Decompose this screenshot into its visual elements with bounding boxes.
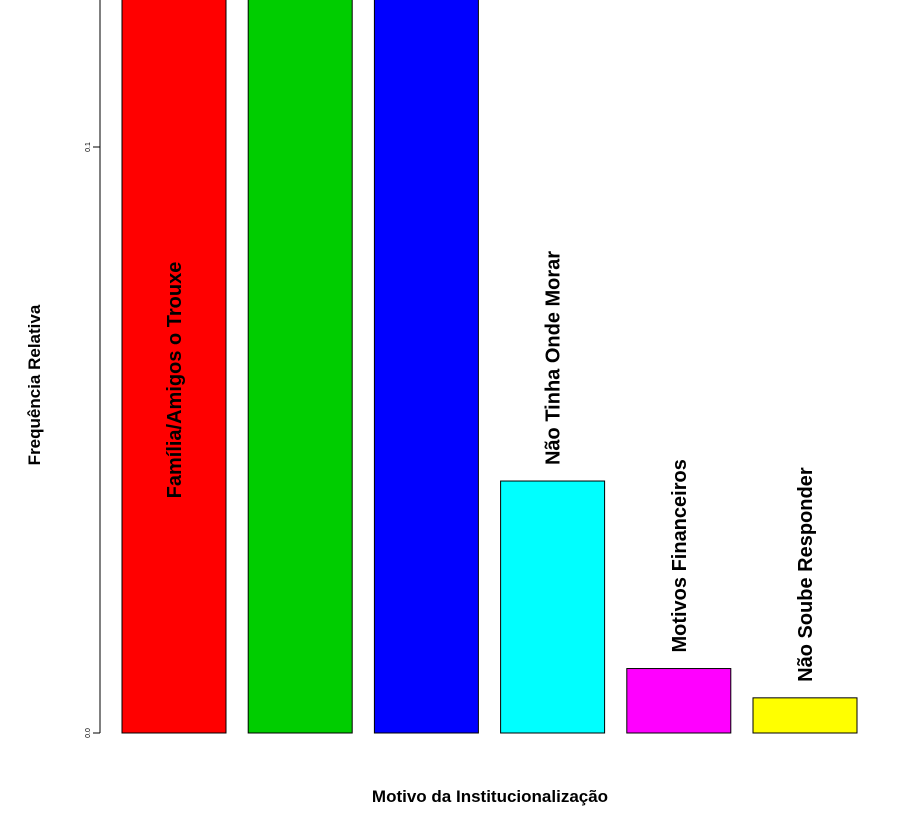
bar-labels-group: Família/Amigos o TrouxeMorava SozinhoIni… <box>164 251 817 682</box>
y-tick-label: 0.0 <box>85 728 92 738</box>
bar-label: Não Tinha Onde Morar <box>543 251 565 465</box>
bar-label: Família/Amigos o Trouxe <box>164 262 186 499</box>
bar <box>500 480 606 734</box>
y-axis-title: Frequência Relativa <box>25 304 44 465</box>
x-axis-title: Motivo da Institucionalização <box>372 787 608 806</box>
bar-label: Não Soube Responder <box>795 467 817 682</box>
bar <box>247 0 353 734</box>
bar-label: Motivos Financeiros <box>669 459 691 652</box>
bar <box>626 668 732 734</box>
bar <box>752 697 858 734</box>
y-axis: 0.00.10.20.30.40.5 <box>85 0 101 738</box>
bar <box>373 0 479 734</box>
bar <box>121 0 227 734</box>
bars-group <box>121 0 858 734</box>
y-tick-label: 0.1 <box>85 142 92 152</box>
